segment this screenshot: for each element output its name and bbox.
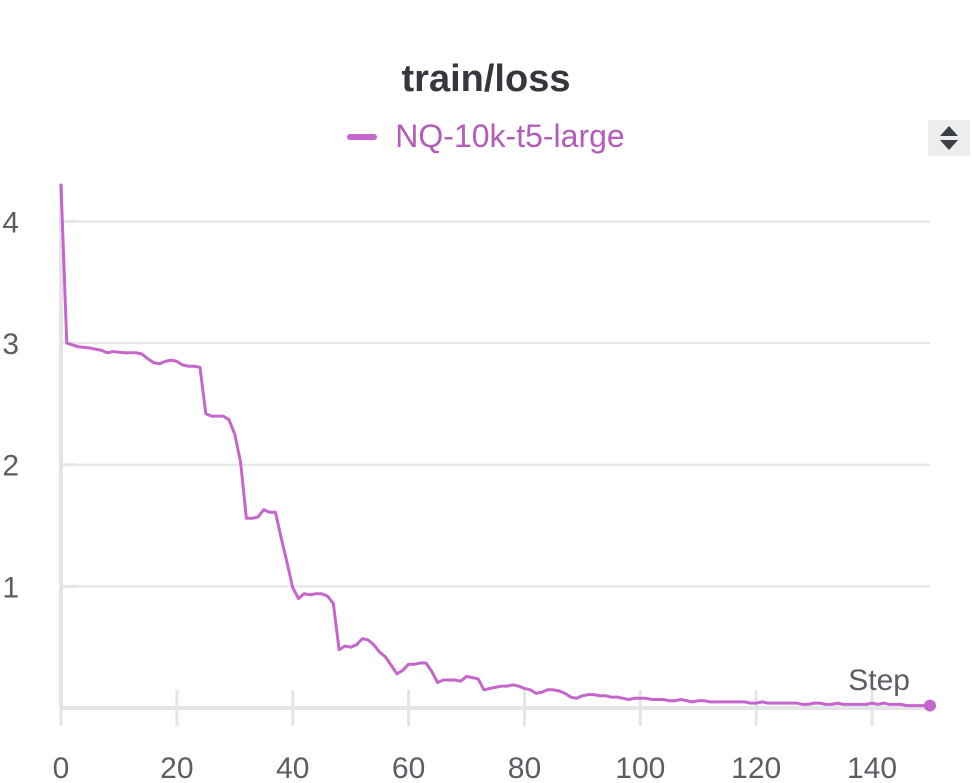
y-tick-label: 1 — [2, 571, 19, 604]
x-tick-label: 140 — [847, 752, 897, 783]
x-tick-label: 120 — [731, 752, 781, 783]
sort-down-icon — [940, 140, 958, 150]
sort-up-icon — [940, 126, 958, 136]
chart-title: train/loss — [401, 58, 571, 100]
legend-series-label: NQ-10k-t5-large — [395, 118, 625, 154]
y-tick-label: 3 — [2, 328, 19, 361]
legend-sort-button[interactable] — [928, 120, 970, 156]
x-tick-label: 40 — [276, 752, 309, 783]
series-line[interactable] — [59, 183, 932, 708]
series-end-marker — [924, 699, 936, 712]
grid — [61, 220, 930, 588]
x-axis-label: Step — [848, 664, 910, 697]
series[interactable] — [59, 183, 936, 712]
x-tick-label: 80 — [508, 752, 541, 783]
y-tick-label: 2 — [2, 450, 19, 483]
axes — [59, 185, 930, 726]
x-tick-label: 0 — [53, 752, 70, 783]
legend-swatch — [347, 133, 378, 140]
x-tick-label: 100 — [615, 752, 665, 783]
y-tick-label: 4 — [2, 206, 19, 239]
x-tick-label: 60 — [392, 752, 425, 783]
x-tick-label: 20 — [160, 752, 193, 783]
legend[interactable]: NQ-10k-t5-large — [0, 118, 972, 155]
